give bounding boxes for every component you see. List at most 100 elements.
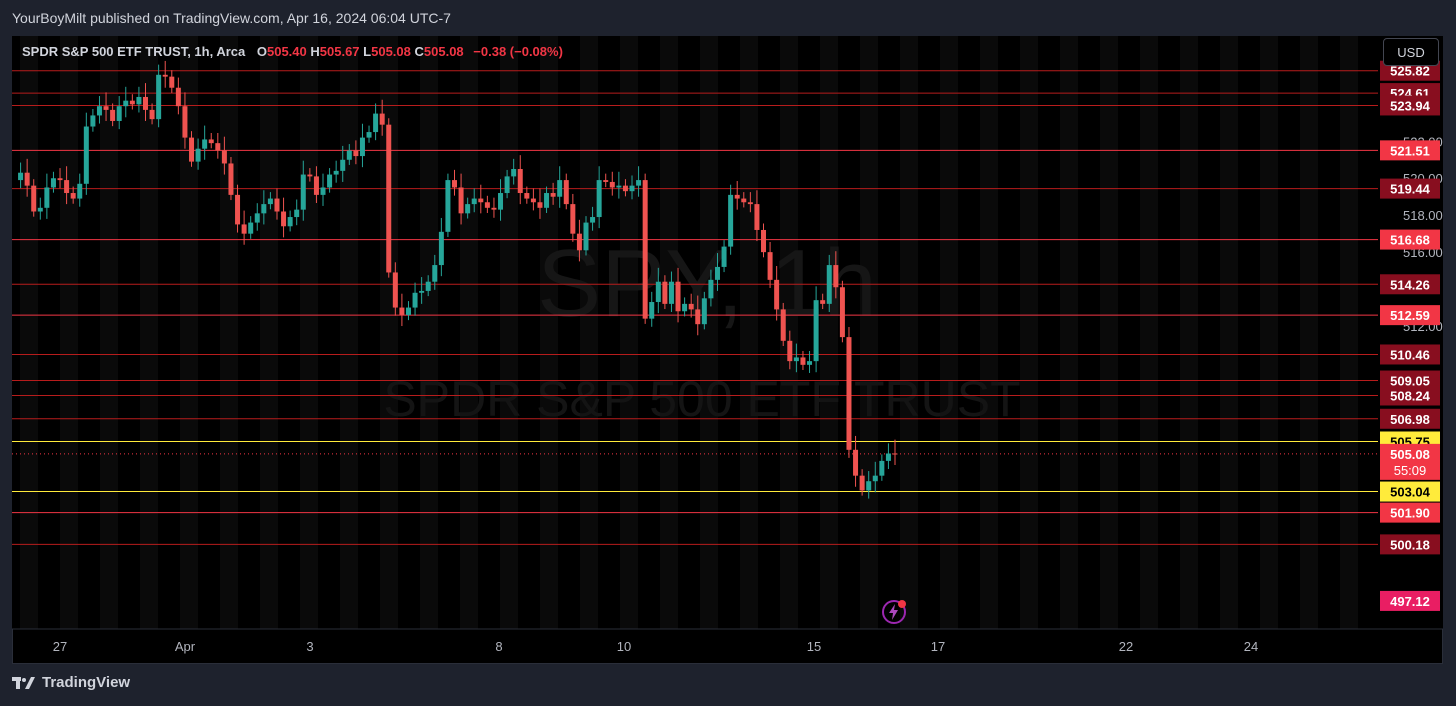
candle-body: [162, 74, 168, 77]
candle-body: [511, 169, 517, 177]
session-stripe: [1220, 36, 1238, 629]
candle-body: [353, 150, 359, 157]
candle-body: [327, 174, 333, 188]
session-stripe: [500, 36, 518, 629]
candle-body: [668, 281, 674, 304]
candle-body: [813, 300, 819, 362]
level-tag-label: 523.94: [1390, 98, 1431, 113]
candle-body: [208, 139, 214, 144]
low-label: L: [363, 44, 372, 59]
tradingview-logo-icon: [12, 676, 35, 689]
candle-body: [18, 172, 24, 181]
candle-body: [504, 176, 510, 194]
session-stripe: [780, 36, 798, 629]
candle-body: [346, 150, 352, 160]
candle-body: [465, 204, 471, 214]
candle-body: [583, 222, 589, 251]
y-tick-label: 518.00: [1403, 208, 1443, 223]
session-stripe: [220, 36, 238, 629]
level-tag-label: 500.18: [1390, 537, 1430, 552]
session-stripe: [980, 36, 998, 629]
candle-body: [129, 100, 135, 105]
candle-body: [892, 453, 898, 455]
candle-body: [90, 115, 96, 127]
candle-body: [96, 106, 102, 116]
lightning-alert-icon[interactable]: [881, 599, 907, 625]
candle-body: [774, 279, 780, 310]
low-marker-tag: [1380, 590, 1440, 611]
countdown-label: 55:09: [1394, 463, 1427, 478]
candle-body: [537, 202, 543, 208]
level-tag-label: 510.46: [1390, 347, 1430, 362]
level-tag-label: 501.90: [1390, 506, 1430, 521]
candle-body: [609, 181, 615, 188]
candle-body: [576, 233, 582, 251]
candle-body: [116, 106, 122, 121]
open-label: O: [256, 44, 267, 59]
level-tag: [1380, 502, 1440, 523]
watermark-ticker: SPY, 1h: [537, 230, 877, 337]
candle-body: [478, 198, 484, 203]
candle-body: [333, 170, 339, 175]
candle-body: [544, 193, 550, 208]
candle-body: [557, 180, 563, 197]
candle-body: [189, 137, 195, 162]
level-tag: [1380, 385, 1440, 406]
session-stripe: [940, 36, 958, 629]
candle-body: [596, 180, 602, 218]
session-stripe: [420, 36, 438, 629]
candle-body: [83, 126, 89, 184]
currency-button[interactable]: USD: [1383, 38, 1439, 66]
level-tag-label: 519.44: [1390, 182, 1431, 197]
session-stripe: [700, 36, 718, 629]
candle-body: [885, 453, 891, 461]
candle-body: [31, 185, 37, 212]
candle-body: [498, 193, 504, 210]
current-price-tag: [1380, 443, 1440, 480]
ohlc-values: O505.40 H505.67 L505.08 C505.08: [257, 44, 467, 59]
level-tag-label: 503.04: [1390, 485, 1431, 500]
candle-body: [747, 202, 753, 205]
session-stripe: [660, 36, 678, 629]
candle-body: [248, 222, 254, 234]
candle-body: [274, 198, 280, 212]
candle-body: [741, 198, 747, 203]
candle-body: [603, 180, 609, 182]
candle-body: [471, 198, 477, 205]
level-tag-label: 521.51: [1390, 143, 1430, 158]
candle-body: [57, 178, 63, 181]
session-stripe: [1140, 36, 1158, 629]
candle-body: [675, 281, 681, 312]
high-label: H: [310, 44, 320, 59]
session-stripe: [460, 36, 478, 629]
session-stripe: [300, 36, 318, 629]
candle-body: [458, 187, 464, 214]
session-stripe: [620, 36, 638, 629]
candle-body: [340, 159, 346, 171]
candle-body: [405, 307, 411, 315]
publish-bar: YourBoyMilt published on TradingView.com…: [0, 0, 1456, 36]
session-stripe: [1020, 36, 1038, 629]
level-tag-label: 514.26: [1390, 277, 1430, 292]
session-stripe: [140, 36, 158, 629]
candle-body: [37, 207, 43, 212]
candle-body: [695, 309, 701, 325]
symbol-legend: SPDR S&P 500 ETF TRUST, 1h, Arca O505.40…: [22, 44, 563, 59]
candle-body: [281, 211, 287, 227]
open-value: 505.40: [266, 44, 307, 59]
candle-body: [235, 194, 241, 225]
brand-name: TradingView: [42, 674, 131, 691]
candle-body: [261, 204, 267, 214]
candle-body: [287, 217, 293, 227]
candle-body: [853, 449, 859, 476]
session-stripe: [60, 36, 78, 629]
price-change: −0.38 (−0.08%): [473, 44, 563, 59]
candle-body: [307, 174, 313, 177]
price-axis-panel: [1378, 36, 1443, 629]
x-tick-label: 8: [495, 639, 502, 654]
candle-body: [714, 266, 720, 280]
level-tag-label: 516.68: [1390, 233, 1430, 248]
candle-body: [524, 193, 530, 199]
close-label: C: [414, 44, 424, 59]
